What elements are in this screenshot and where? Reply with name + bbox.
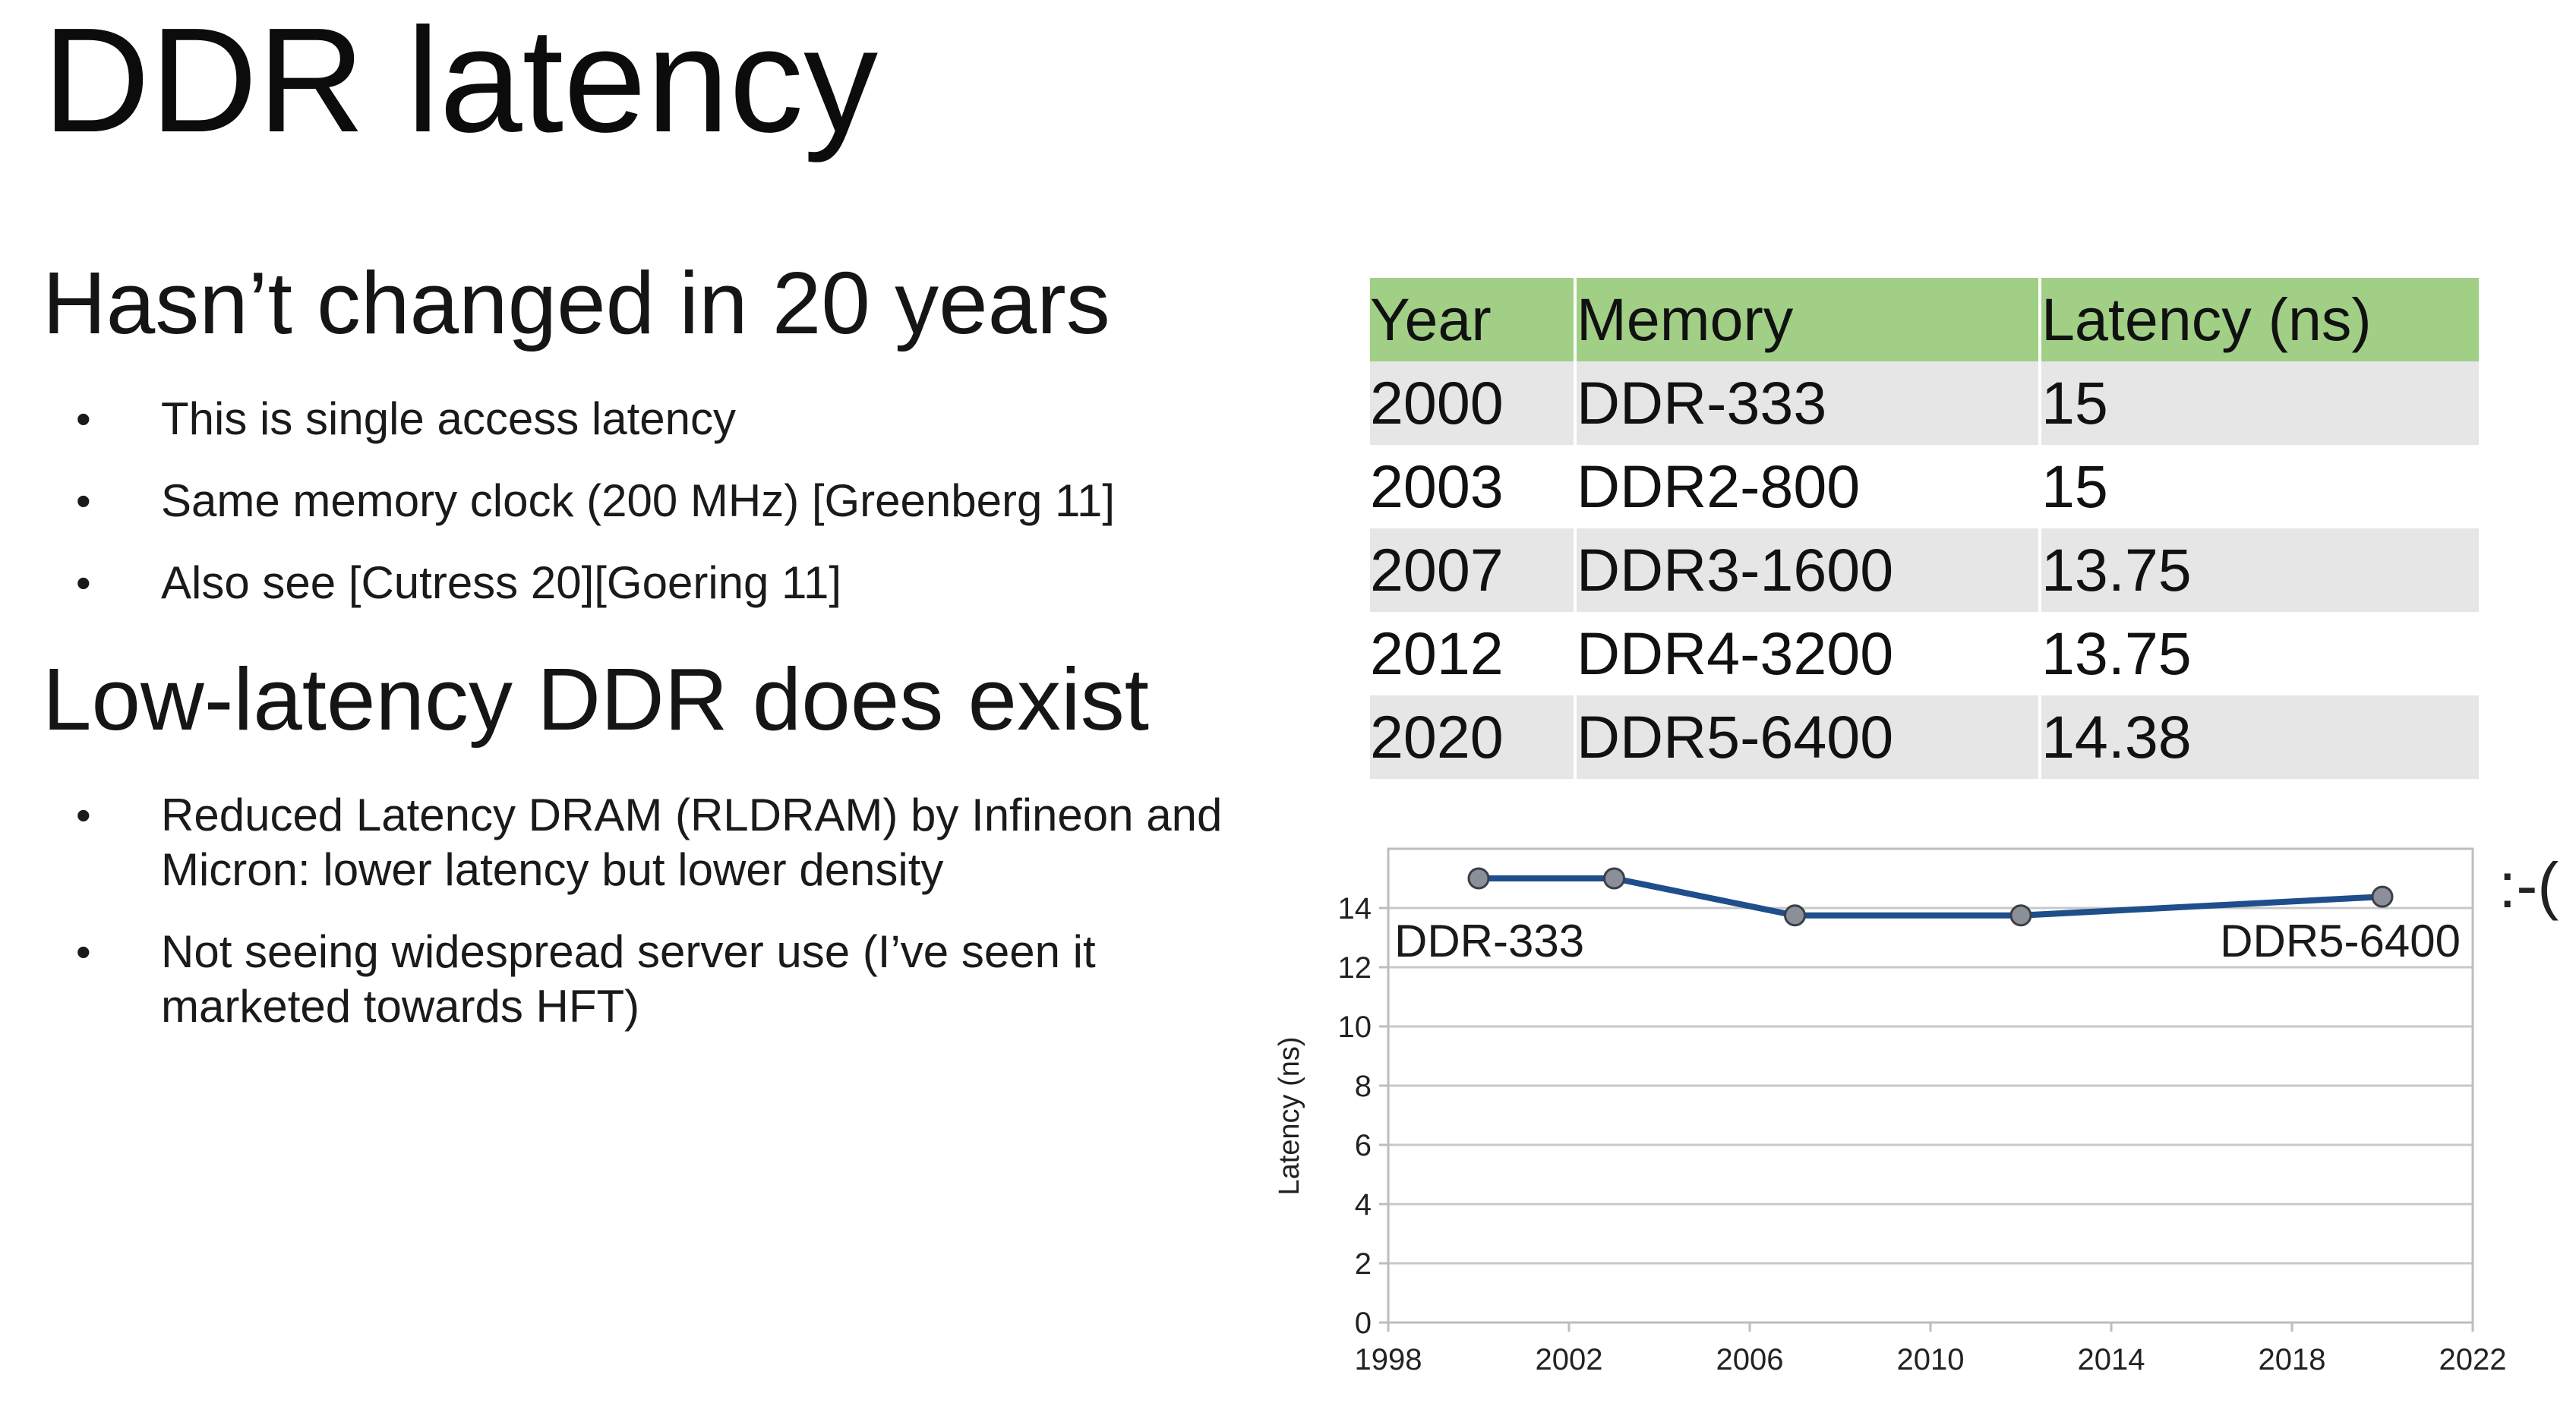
cell-memory: DDR-333 [1574,361,2040,445]
bullet-item: • Reduced Latency DRAM (RLDRAM) by Infine… [43,788,1227,897]
cell-memory: DDR5-6400 [1574,695,2040,779]
column-header-memory: Memory [1574,278,2040,361]
x-tick-label: 2002 [1536,1343,1603,1376]
y-tick-label: 14 [1338,892,1372,925]
cell-memory: DDR2-800 [1574,445,2040,528]
data-label: DDR-333 [1394,916,1584,966]
table-row: 2003 DDR2-800 15 [1370,445,2479,528]
data-point [1603,867,1625,890]
cell-year: 2007 [1370,528,1575,612]
x-tick-label: 2022 [2439,1343,2506,1376]
bullet-icon: • [76,395,91,443]
frown-emoticon: :-( [2499,850,2559,921]
x-tick-label: 2010 [1897,1343,1965,1376]
y-tick-label: 10 [1338,1010,1372,1044]
x-tick-label: 2018 [2259,1343,2326,1376]
cell-year: 2000 [1370,361,1575,445]
data-point [2009,904,2032,927]
y-tick-label: 0 [1355,1307,1372,1340]
cell-latency: 13.75 [2038,528,2479,612]
y-tick-label: 2 [1355,1247,1372,1281]
bullet-text: Not seeing widespread server use (I’ve s… [161,926,1096,1032]
data-point [1784,904,1806,927]
section-heading-unchanged: Hasn’t changed in 20 years [43,254,1110,352]
bullet-icon: • [76,791,91,839]
column-header-latency: Latency (ns) [2038,278,2479,361]
table-row: 2007 DDR3-1600 13.75 [1370,528,2479,612]
table-row: 2012 DDR4-3200 13.75 [1370,612,2479,695]
y-axis-label: Latency (ns) [1274,1036,1305,1195]
column-header-year: Year [1370,278,1575,361]
y-tick-label: 4 [1355,1188,1372,1222]
y-tick-label: 8 [1355,1070,1372,1103]
data-label: DDR5-6400 [2220,916,2461,966]
bullet-icon: • [76,477,91,525]
bullet-list-unchanged: • This is single access latency • Same mem… [43,392,1227,610]
table-row: 2020 DDR5-6400 14.38 [1370,695,2479,779]
bullet-item: • Same memory clock (200 MHz) [Greenberg … [43,474,1227,528]
cell-year: 2020 [1370,695,1575,779]
bullet-list-low-latency: • Reduced Latency DRAM (RLDRAM) by Infine… [43,788,1227,1034]
x-tick-label: 2006 [1716,1343,1784,1376]
table-header-row: Year Memory Latency (ns) [1370,278,2479,361]
cell-memory: DDR4-3200 [1574,612,2040,695]
bullet-text: This is single access latency [161,393,736,444]
cell-year: 2003 [1370,452,1504,520]
cell-latency: 14.38 [2038,695,2479,779]
bullet-text: Also see [Cutress 20][Goering 11] [161,557,842,608]
cell-memory: DDR3-1600 [1574,528,2040,612]
y-tick-label: 6 [1355,1129,1372,1162]
bullet-item: • Not seeing widespread server use (I’ve … [43,925,1227,1034]
bullet-icon: • [76,928,91,976]
section-heading-low-latency: Low-latency DDR does exist [43,650,1150,749]
y-tick-label: 12 [1338,951,1372,985]
bullet-item: • This is single access latency [43,392,1227,446]
cell-latency: 13.75 [2038,612,2479,695]
latency-table: Year Memory Latency (ns) 2000 DDR-333 15… [1370,278,2479,779]
slide-title: DDR latency [43,0,879,163]
bullet-icon: • [76,559,91,607]
data-point [1467,867,1490,890]
bullet-item: • Also see [Cutress 20][Goering 11] [43,556,1227,610]
data-point [2371,885,2394,908]
x-tick-label: 1998 [1355,1343,1422,1376]
x-tick-label: 2014 [2078,1343,2145,1376]
cell-latency: 15 [2038,445,2479,528]
latency-line-chart: 1998 2002 2006 2010 2014 2018 2022 0 2 4 6 8 10 12 14 L… [1274,847,2506,1376]
bullet-text: Reduced Latency DRAM (RLDRAM) by Infineo… [161,790,1223,895]
table-row: 2000 DDR-333 15 [1370,361,2479,445]
bullet-text: Same memory clock (200 MHz) [Greenberg 1… [161,475,1115,526]
cell-year: 2012 [1370,620,1504,687]
cell-latency: 15 [2038,361,2479,445]
